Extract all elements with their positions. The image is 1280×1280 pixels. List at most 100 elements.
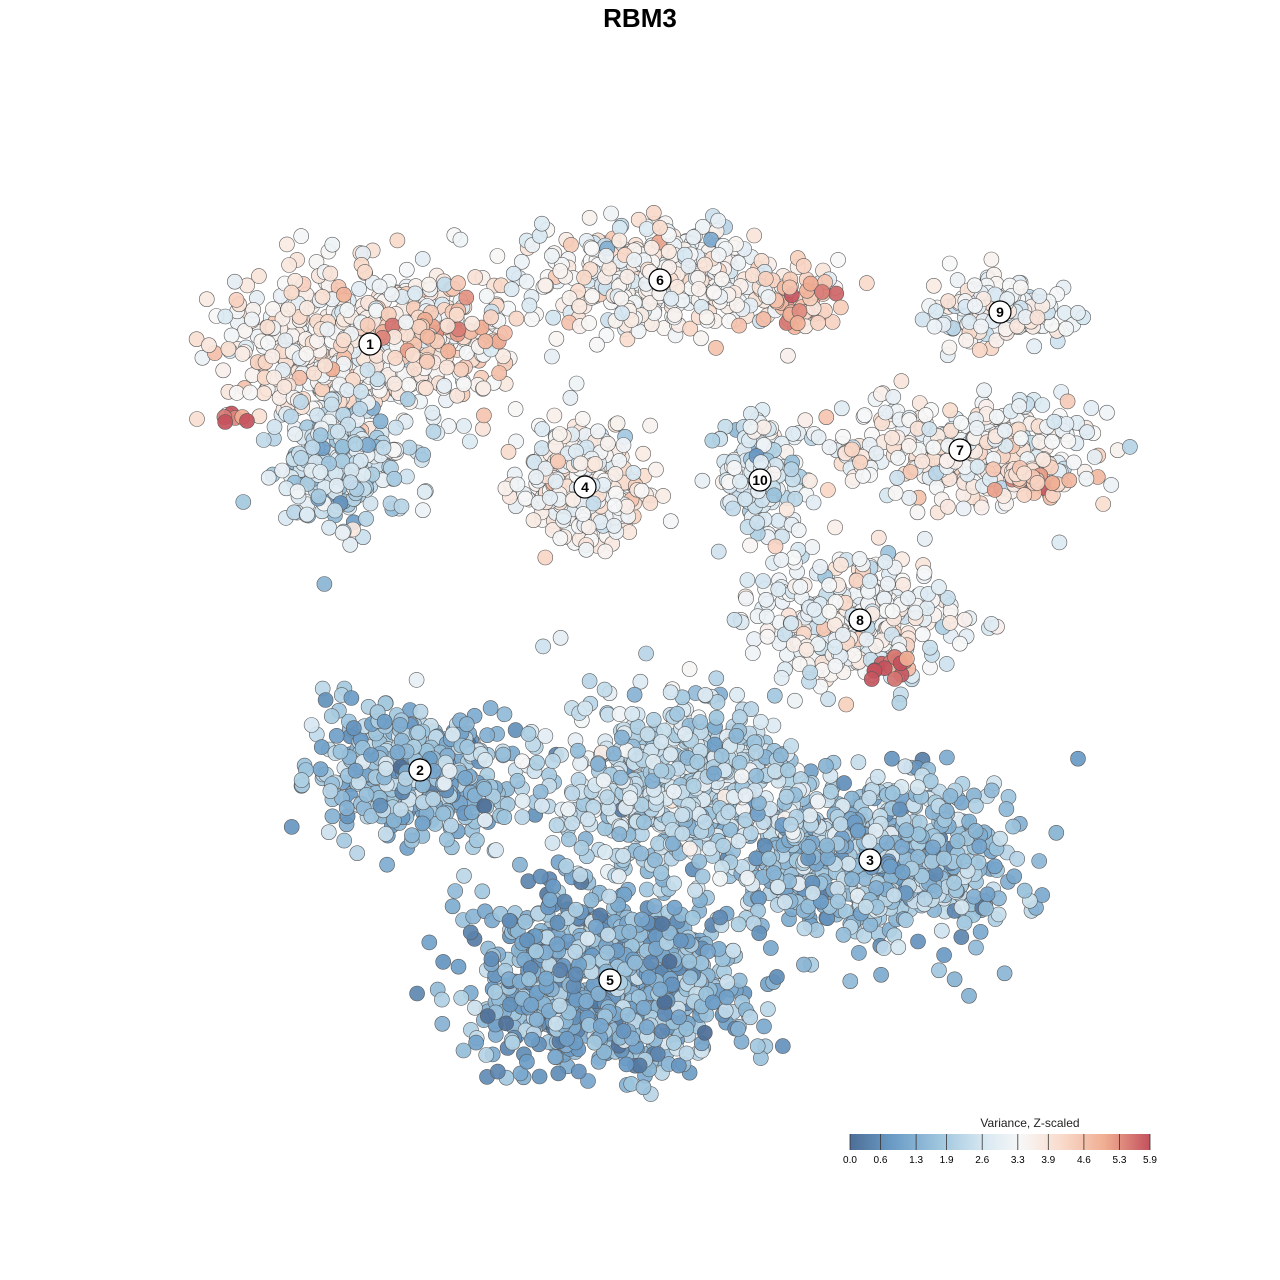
data-point	[953, 415, 969, 431]
data-point	[925, 277, 942, 294]
data-point	[251, 268, 267, 284]
data-point	[868, 445, 885, 462]
data-point	[189, 411, 205, 427]
data-point	[968, 939, 984, 956]
data-point	[336, 832, 353, 849]
data-point	[827, 519, 843, 536]
data-point	[621, 924, 638, 940]
data-point	[797, 412, 814, 429]
data-point	[952, 635, 968, 652]
data-point	[928, 303, 944, 320]
data-point	[730, 255, 747, 271]
data-point	[744, 645, 761, 661]
data-point	[822, 783, 839, 800]
data-point	[718, 989, 735, 1006]
data-point	[685, 229, 702, 245]
data-point	[708, 340, 724, 356]
data-point	[801, 473, 818, 489]
data-point	[338, 800, 355, 817]
data-point	[627, 954, 643, 971]
data-point	[968, 797, 984, 814]
data-point	[435, 954, 452, 970]
data-point	[851, 945, 867, 961]
data-point	[625, 465, 642, 481]
data-point	[574, 411, 591, 427]
data-point	[1026, 338, 1042, 355]
data-point	[992, 830, 1008, 847]
data-point	[787, 692, 803, 709]
data-point	[547, 473, 564, 490]
data-point	[489, 1063, 506, 1080]
data-point	[398, 261, 415, 278]
data-point	[660, 243, 677, 260]
data-point	[635, 1079, 652, 1096]
data-point	[618, 1056, 635, 1073]
data-point	[332, 743, 349, 760]
data-point	[898, 822, 915, 839]
data-point	[498, 1015, 514, 1032]
data-points	[188, 205, 1138, 1102]
data-point	[509, 476, 526, 493]
data-point	[199, 291, 215, 308]
data-point	[317, 357, 333, 374]
data-point	[749, 514, 766, 531]
data-point	[940, 293, 957, 310]
data-point	[891, 801, 908, 818]
data-point	[597, 543, 614, 560]
data-point	[765, 865, 782, 882]
data-point	[821, 439, 838, 456]
data-point	[746, 631, 763, 648]
data-point	[744, 267, 761, 283]
data-point	[942, 615, 958, 631]
data-point	[525, 512, 542, 529]
data-point	[922, 639, 938, 656]
data-point	[256, 385, 272, 402]
data-point	[884, 750, 900, 767]
data-point	[563, 237, 579, 253]
data-point	[562, 389, 579, 406]
data-point	[753, 454, 769, 471]
data-point	[601, 888, 618, 905]
data-point	[587, 456, 604, 472]
data-point	[578, 541, 595, 558]
data-point	[690, 281, 707, 297]
data-point	[201, 337, 217, 354]
data-point	[986, 858, 1003, 875]
data-point	[804, 539, 821, 555]
data-point	[501, 912, 518, 929]
data-point	[549, 936, 565, 953]
data-point	[884, 430, 900, 446]
data-point	[1051, 534, 1068, 551]
data-point	[528, 469, 544, 486]
data-point	[891, 694, 908, 711]
data-point	[901, 438, 917, 454]
data-point	[462, 924, 479, 941]
data-point	[378, 760, 394, 777]
data-point	[478, 288, 495, 304]
data-point	[751, 925, 768, 942]
data-point	[969, 458, 986, 475]
data-point	[890, 449, 906, 466]
data-point	[958, 332, 975, 349]
data-point	[545, 878, 562, 895]
data-point	[495, 746, 512, 763]
data-point	[798, 641, 815, 658]
data-point	[645, 205, 662, 221]
data-point	[260, 335, 276, 351]
data-point	[421, 934, 438, 951]
data-point	[379, 856, 395, 873]
data-point	[358, 786, 375, 803]
data-point	[1046, 413, 1063, 430]
data-point	[956, 853, 972, 870]
data-point	[532, 868, 549, 885]
data-point	[850, 754, 867, 771]
data-point	[544, 348, 560, 365]
data-point	[339, 302, 356, 318]
data-point	[806, 601, 823, 618]
data-point	[836, 775, 852, 791]
data-point	[983, 782, 1000, 799]
data-point	[314, 288, 331, 305]
data-point	[884, 603, 901, 620]
data-point	[242, 384, 258, 401]
data-point	[518, 273, 535, 290]
